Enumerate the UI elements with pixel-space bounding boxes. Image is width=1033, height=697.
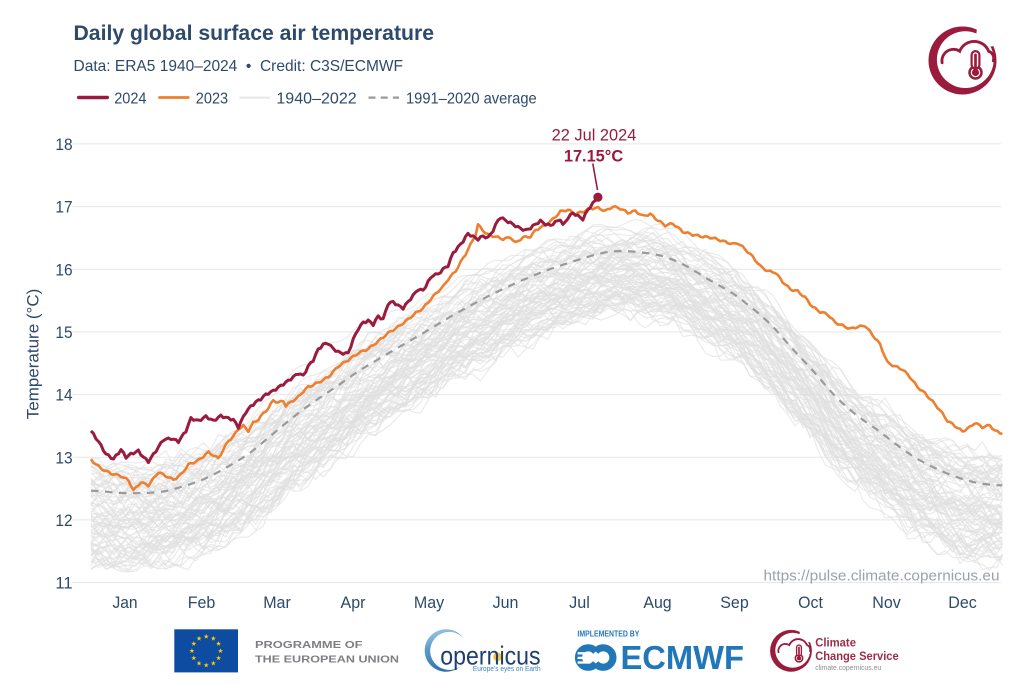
svg-text:IMPLEMENTED BY: IMPLEMENTED BY xyxy=(577,630,640,639)
svg-text:Data: ERA5 1940–2024 • Credi: Data: ERA5 1940–2024 • Credit: C3S/ECMWF xyxy=(74,58,404,75)
svg-text:Temperature (°C): Temperature (°C) xyxy=(25,289,43,420)
svg-text:Sep: Sep xyxy=(720,593,749,612)
svg-text:Europe’s eyes on Earth: Europe’s eyes on Earth xyxy=(473,664,541,673)
svg-text:17: 17 xyxy=(55,199,72,217)
svg-text:Jun: Jun xyxy=(493,593,519,612)
svg-text:22 Jul 2024: 22 Jul 2024 xyxy=(552,125,637,144)
svg-text:Nov: Nov xyxy=(872,593,901,612)
svg-text:18: 18 xyxy=(55,136,72,154)
svg-text:Aug: Aug xyxy=(643,593,671,612)
svg-text:17.15°C: 17.15°C xyxy=(564,146,623,165)
svg-text:16: 16 xyxy=(55,261,72,279)
svg-text:opernicus: opernicus xyxy=(440,640,540,670)
svg-text:Feb: Feb xyxy=(188,593,216,612)
svg-text:13: 13 xyxy=(55,449,72,467)
svg-text:Oct: Oct xyxy=(798,593,823,612)
svg-text:11: 11 xyxy=(55,575,72,593)
svg-text:Change Service: Change Service xyxy=(815,649,899,663)
svg-text:Daily global surface air tempe: Daily global surface air temperature xyxy=(74,21,435,45)
svg-text:1991–2020 average: 1991–2020 average xyxy=(406,91,537,108)
svg-text:Dec: Dec xyxy=(948,593,977,612)
svg-text:Climate: Climate xyxy=(815,635,856,649)
svg-text:Mar: Mar xyxy=(263,593,291,612)
svg-text:Jan: Jan xyxy=(112,593,137,612)
svg-text:2023: 2023 xyxy=(196,91,228,108)
svg-text:climate.copernicus.eu: climate.copernicus.eu xyxy=(815,665,881,672)
svg-text:ECMWF: ECMWF xyxy=(621,640,745,677)
svg-text:2024: 2024 xyxy=(114,91,146,108)
svg-text:Jul: Jul xyxy=(569,593,590,612)
svg-text:15: 15 xyxy=(55,324,72,342)
svg-text:1940–2022: 1940–2022 xyxy=(276,91,356,108)
svg-text:May: May xyxy=(414,593,445,612)
svg-text:https://pulse.climate.copernic: https://pulse.climate.copernicus.eu xyxy=(764,568,1000,585)
svg-text:Apr: Apr xyxy=(341,593,366,612)
svg-text:12: 12 xyxy=(55,512,72,530)
svg-text:PROGRAMME OF: PROGRAMME OF xyxy=(255,639,363,651)
svg-text:14: 14 xyxy=(55,387,72,405)
svg-text:THE EUROPEAN UNION: THE EUROPEAN UNION xyxy=(255,653,399,665)
